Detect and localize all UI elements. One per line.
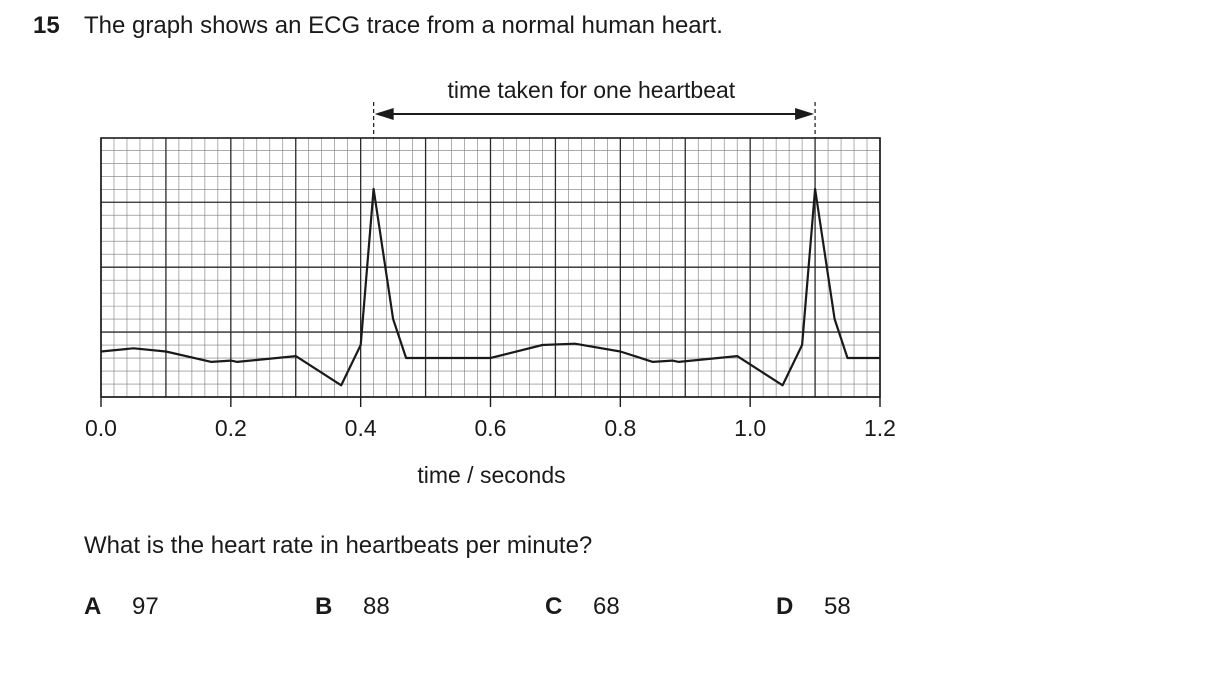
- option-b[interactable]: B 88: [315, 593, 390, 621]
- annotation-label: time taken for one heartbeat: [448, 77, 736, 103]
- x-tick-label: 0.8: [604, 415, 636, 441]
- option-value: 88: [363, 593, 390, 620]
- ecg-trace: [100, 187, 880, 387]
- option-letter: D: [776, 593, 794, 620]
- x-axis-ticks: 0.0 0.2 0.4 0.6 0.8 1.0 1.2: [85, 397, 896, 441]
- x-tick-label: 1.2: [864, 415, 896, 441]
- option-a[interactable]: A 97: [84, 593, 159, 621]
- annotation-arrowhead-right: [795, 108, 815, 120]
- option-letter: A: [84, 593, 102, 620]
- option-c[interactable]: C 68: [545, 593, 620, 621]
- question-prompt: What is the heart rate in heartbeats per…: [84, 532, 593, 559]
- question-number: 15: [33, 12, 60, 39]
- annotation-arrowhead-left: [374, 108, 394, 120]
- option-letter: B: [315, 593, 333, 620]
- option-value: 97: [132, 593, 159, 620]
- ecg-chart: 0.0 0.2 0.4 0.6 0.8 1.0 1.2 time / seconds tim…: [85, 77, 896, 488]
- x-tick-label: 0.6: [475, 415, 507, 441]
- question-text: The graph shows an ECG trace from a norm…: [84, 12, 723, 39]
- option-value: 58: [824, 593, 851, 620]
- option-letter: C: [545, 593, 563, 620]
- x-tick-label: 0.0: [85, 415, 117, 441]
- heartbeat-annotation: time taken for one heartbeat: [373, 77, 816, 138]
- x-tick-label: 0.4: [345, 415, 377, 441]
- option-value: 68: [593, 593, 620, 620]
- option-d[interactable]: D 58: [776, 593, 851, 621]
- x-axis-label: time / seconds: [417, 462, 565, 488]
- x-tick-label: 0.2: [215, 415, 247, 441]
- x-tick-label: 1.0: [734, 415, 766, 441]
